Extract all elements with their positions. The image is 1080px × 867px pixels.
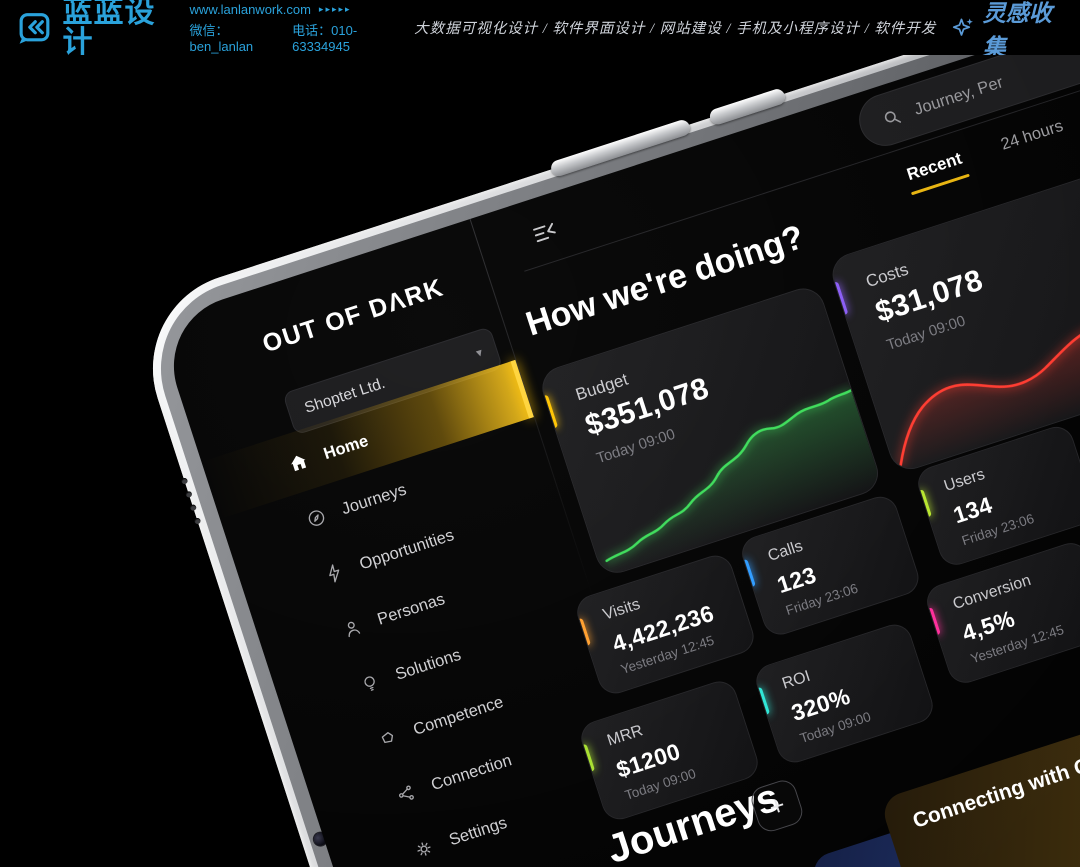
wechat-contact: 微信：ben_lanlan	[189, 22, 254, 54]
tablet-screen: OUT OF DΛRK Shoptet Ltd. ▾ Home	[155, 55, 1080, 867]
accent-bar	[541, 394, 559, 429]
tab-24-hours[interactable]: 24 hours	[998, 116, 1066, 154]
person-icon	[340, 616, 365, 641]
sparkle-icon	[953, 18, 974, 36]
shape-icon	[376, 726, 401, 751]
search-input[interactable]: Journey, Per	[852, 55, 1080, 153]
journey-card-title: Connecting with Our B	[910, 741, 1080, 833]
share-icon	[393, 781, 418, 806]
roi-card[interactable]: ROI 320% Today 09:00	[751, 619, 938, 768]
costs-card[interactable]: Costs $31,078 Today 09:00	[826, 140, 1080, 475]
card-label: Calls	[765, 537, 805, 565]
speaker-hole	[185, 490, 193, 499]
card-label: MRR	[605, 722, 646, 750]
sidebar-item-home[interactable]: Home	[202, 362, 534, 519]
brand-name: 蓝蓝设计	[62, 0, 156, 59]
costs-line-chart	[899, 273, 1080, 472]
sidebar-menu: Home Journeys Opportunities	[202, 362, 659, 867]
sidebar-item-solutions[interactable]: Solutions	[274, 582, 606, 739]
accent-bar	[917, 489, 932, 518]
search-placeholder: Journey, Per	[911, 72, 1006, 119]
brand-logo[interactable]: 蓝蓝设计	[18, 0, 170, 58]
budget-card[interactable]: Budget $351,078 Today 09:00	[536, 282, 884, 579]
site-header: 蓝蓝设计 www.lanlanwork.com ▸▸▸▸▸ 微信：ben_lan…	[0, 0, 1080, 60]
speaker-hole	[193, 517, 202, 525]
compass-icon	[304, 505, 329, 530]
site-url[interactable]: www.lanlanwork.com	[189, 1, 311, 17]
budget-line-chart	[605, 389, 883, 575]
sidebar: OUT OF DΛRK Shoptet Ltd. ▾ Home	[156, 219, 812, 867]
card-label: ROI	[780, 667, 813, 693]
accent-bar	[755, 686, 771, 716]
bolt-icon	[322, 561, 347, 586]
collect-label: 灵感收集	[982, 0, 1052, 60]
scene: OUT OF DΛRK Shoptet Ltd. ▾ Home	[0, 55, 1080, 867]
services-list: 大数据可视化设计 / 软件界面设计 / 网站建设 / 手机及小程序设计 / 软件…	[414, 21, 937, 37]
accent-bar	[832, 281, 849, 316]
main-content: Journey, Per Recent 24 hours How we're d…	[470, 55, 1080, 867]
app-logo: OUT OF DΛRK	[259, 273, 448, 359]
inspiration-collect-link[interactable]: 灵感收集	[952, 0, 1062, 62]
speaker-hole	[180, 477, 189, 485]
tab-recent[interactable]: Recent	[904, 148, 965, 185]
card-label: Conversion	[950, 571, 1034, 614]
sidebar-item-personas[interactable]: Personas	[256, 527, 588, 684]
sidebar-item-journeys[interactable]: Journeys	[220, 417, 552, 574]
phone-contact: 电话：010-63334945	[292, 22, 358, 54]
sidebar-item-opportunities[interactable]: Opportunities	[238, 472, 570, 629]
sidebar-item-connection[interactable]: Connection	[310, 693, 642, 850]
search-icon	[884, 111, 902, 123]
speaker-hole	[189, 503, 197, 512]
contact-block: www.lanlanwork.com ▸▸▸▸▸ 微信：ben_lanlan 电…	[190, 2, 399, 54]
arrows-decoration: ▸▸▸▸▸	[318, 3, 352, 14]
home-icon	[286, 450, 311, 475]
gear-icon	[411, 836, 436, 861]
bulb-icon	[358, 671, 383, 696]
accent-bar	[926, 607, 941, 636]
collapse-sidebar-icon[interactable]	[530, 219, 562, 248]
accent-bar	[741, 558, 756, 588]
lanlan-logo-icon	[19, 12, 50, 44]
tablet-device: OUT OF DΛRK Shoptet Ltd. ▾ Home	[128, 55, 1080, 867]
sidebar-item-competence[interactable]: Competence	[292, 638, 624, 795]
visits-card[interactable]: Visits 4,422,236 Yesterday 12:45	[572, 550, 759, 699]
card-label: Users	[941, 465, 987, 496]
sidebar-item-settings[interactable]: Settings	[328, 748, 660, 867]
card-label: Visits	[601, 595, 643, 624]
